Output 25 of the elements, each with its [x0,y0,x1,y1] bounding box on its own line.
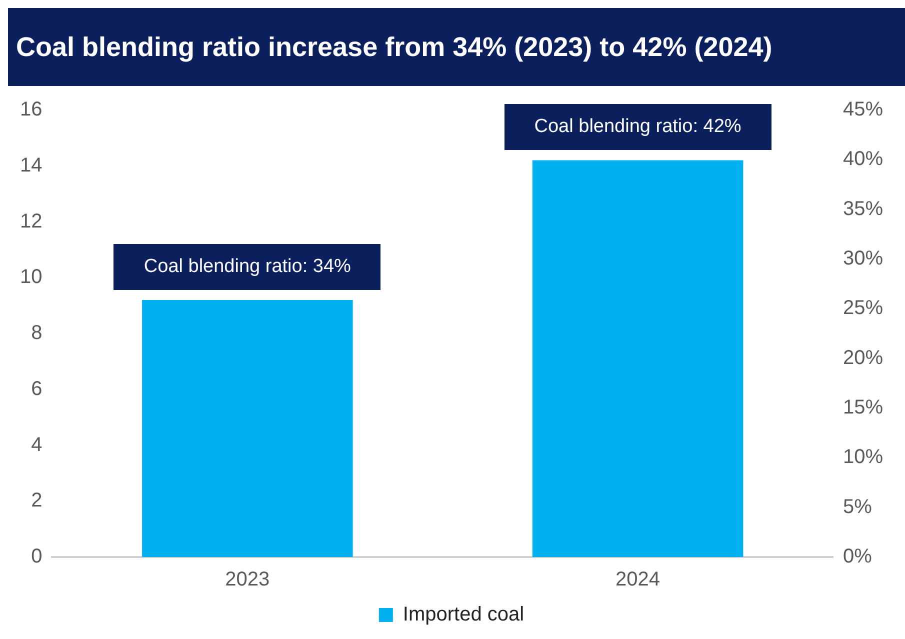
y2-tick-label: 15% [842,396,884,419]
y-tick-label: 6 [31,378,42,400]
y2-tick-label: 45% [842,98,884,121]
y-tick-label: 14 [20,154,42,176]
y2-tick-label: 0% [842,546,872,568]
y-tick-label: 2 [31,490,42,512]
y-tick-label: 0 [31,546,42,568]
y2-tick-label: 40% [842,148,884,170]
y2-tick-label: 5% [842,496,872,518]
annotation: Coal blending ratio: 42% [504,104,772,150]
y2-tick-label: 25% [842,297,884,320]
y-tick-label: 4 [31,434,42,456]
y2-tick-label: 35% [842,198,884,220]
x-tick-label: 2023 [225,568,270,591]
y-tick-label: 10 [20,266,42,288]
y2-tick-label: 10% [842,446,884,468]
legend-label: Imported coal [402,604,524,626]
x-tick-label: 2024 [616,568,660,591]
y-tick-label: 16 [20,98,42,121]
y2-tick-label: 30% [842,248,884,270]
y-tick-label: 12 [20,210,42,232]
annotation: Coal blending ratio: 34% [114,244,381,290]
y-tick-label: 8 [31,322,42,344]
chart-title: Coal blending ratio increase from 34% (2023) to 42% (2024) [8,8,905,86]
y2-tick-label: 20% [842,346,884,369]
